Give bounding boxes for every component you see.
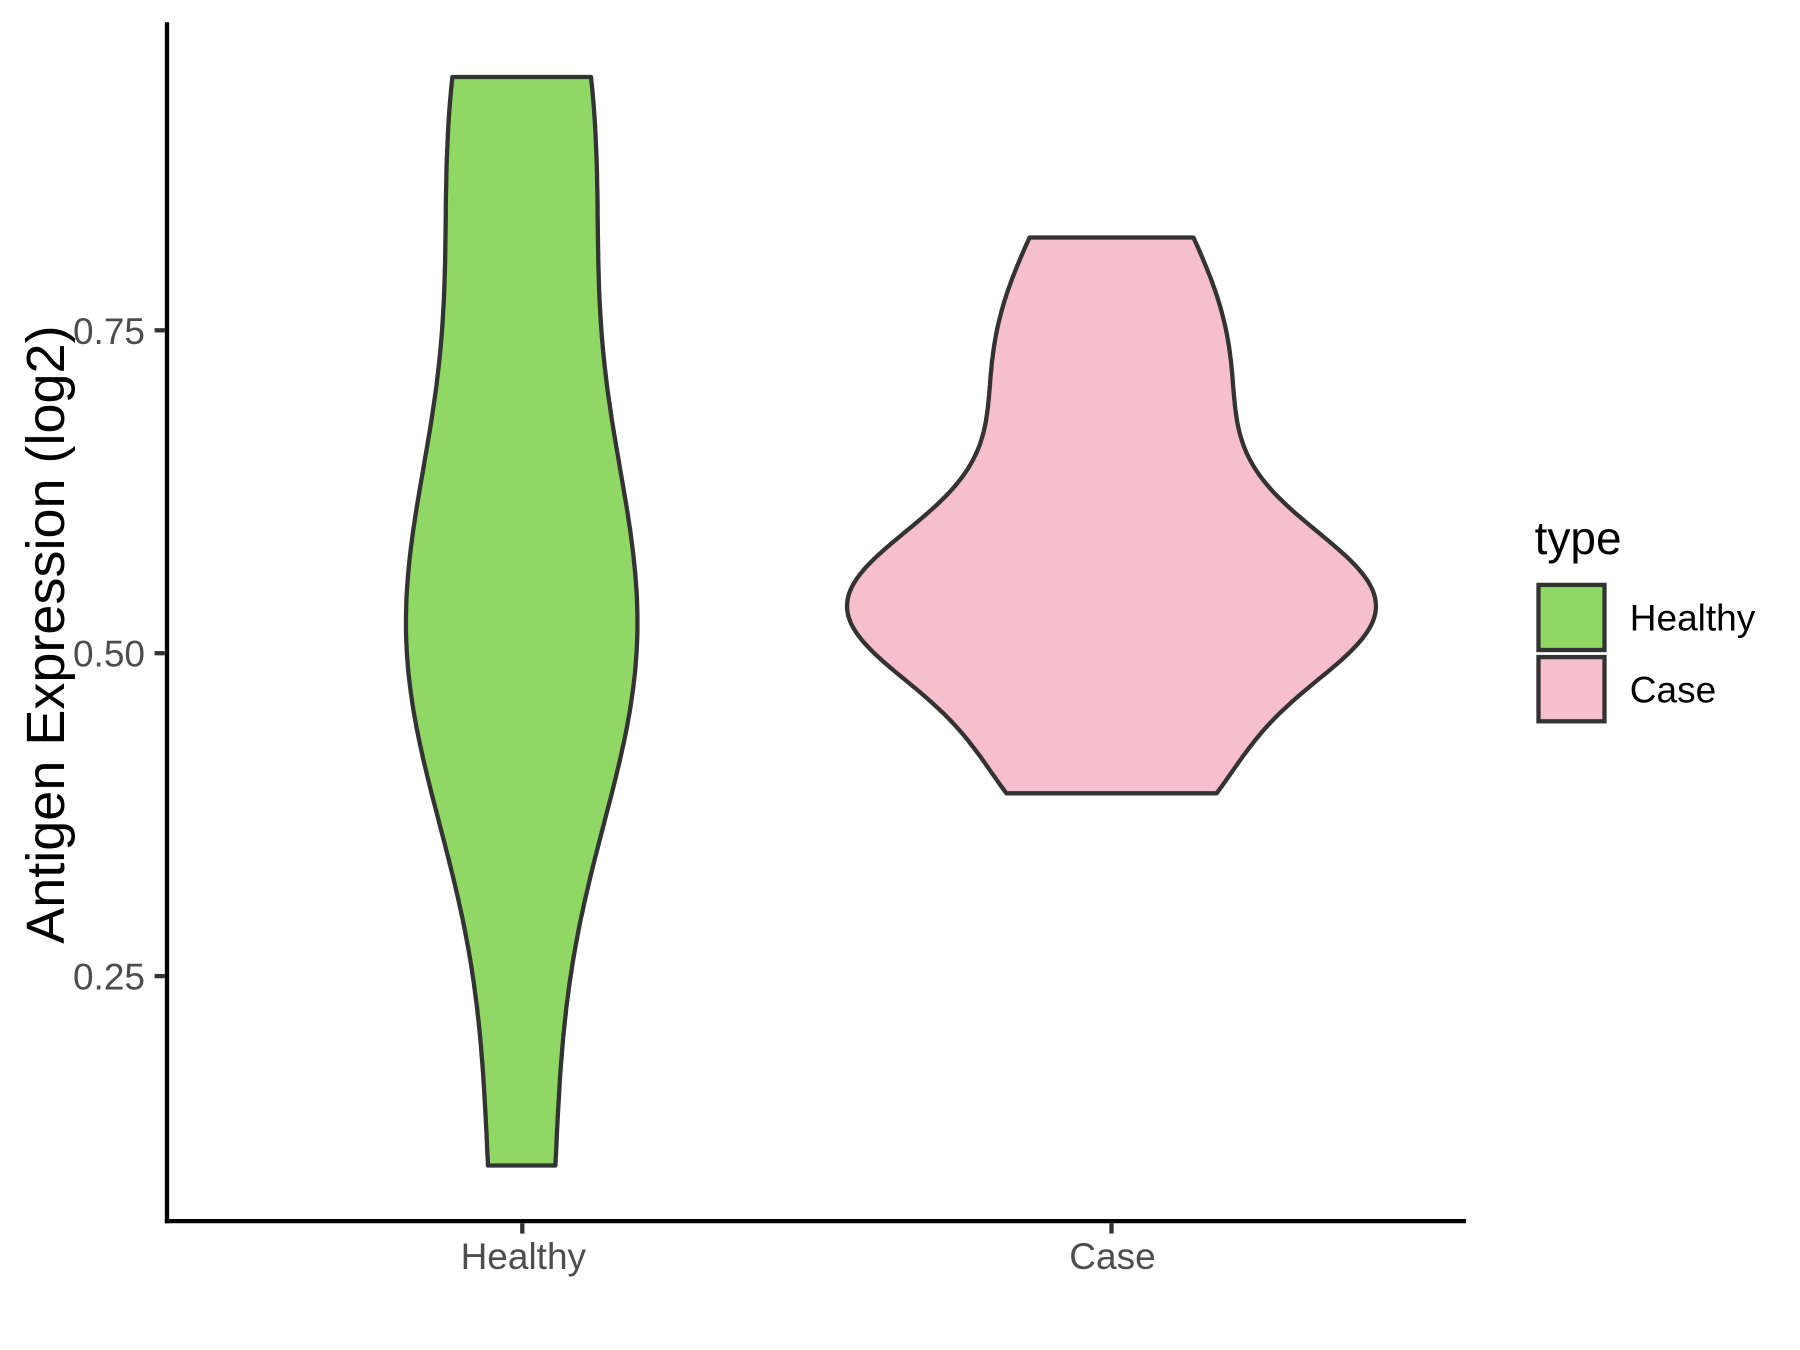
svg-text:type: type xyxy=(1535,512,1622,564)
svg-text:0.50: 0.50 xyxy=(73,634,145,675)
svg-text:0.25: 0.25 xyxy=(73,957,145,998)
svg-text:Healthy: Healthy xyxy=(1630,598,1756,639)
svg-text:Case: Case xyxy=(1630,670,1716,711)
svg-text:0.75: 0.75 xyxy=(73,311,145,352)
svg-text:Antigen Expression (log2): Antigen Expression (log2) xyxy=(16,325,76,943)
svg-text:Case: Case xyxy=(1069,1236,1155,1277)
svg-text:Healthy: Healthy xyxy=(461,1236,587,1277)
